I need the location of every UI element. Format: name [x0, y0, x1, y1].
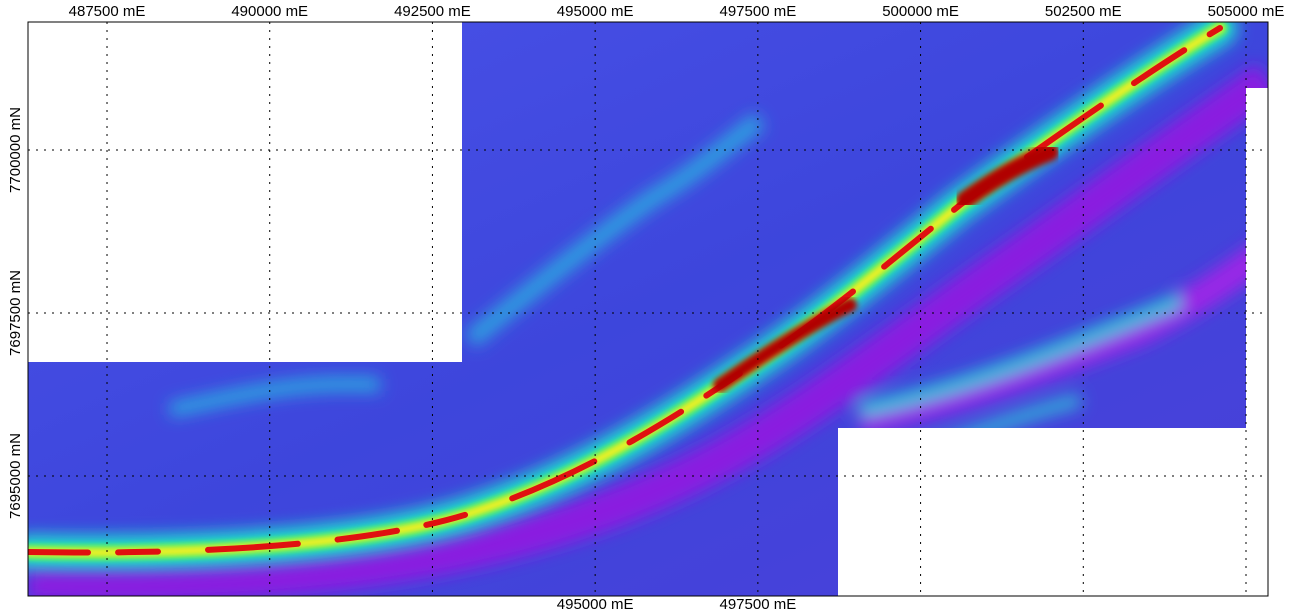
x-tick-label: 502500 mE [1045, 3, 1122, 20]
x-tick-label-bottom: 495000 mE [557, 596, 634, 613]
x-tick-label: 490000 mE [231, 3, 308, 20]
x-tick-label: 497500 mE [719, 3, 796, 20]
x-tick-label: 492500 mE [394, 3, 471, 20]
x-tick-label: 495000 mE [557, 3, 634, 20]
magnetic-imagery [28, 22, 1268, 596]
x-tick-label: 500000 mE [882, 3, 959, 20]
map-view: 487500 mE 490000 mE 492500 mE 495000 mE 4975… [0, 0, 1295, 614]
x-tick-label: 505000 mE [1208, 3, 1285, 20]
y-tick-label: 7700000 mN [7, 107, 24, 193]
y-tick-label: 7695000 mN [7, 433, 24, 519]
x-tick-label: 487500 mE [69, 3, 146, 20]
y-tick-label: 7697500 mN [7, 270, 24, 356]
x-tick-label-bottom: 497500 mE [719, 596, 796, 613]
